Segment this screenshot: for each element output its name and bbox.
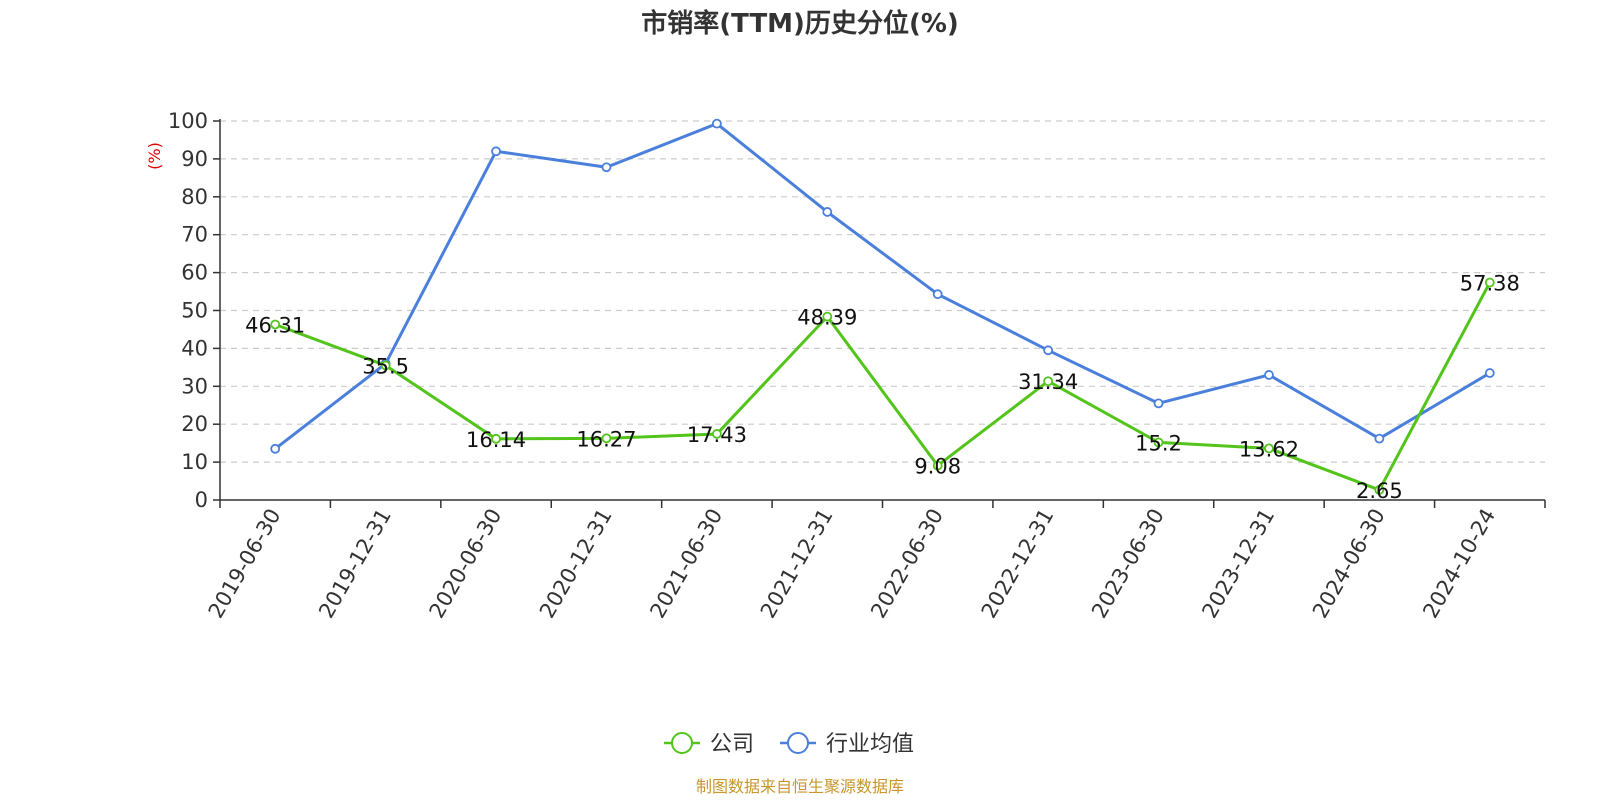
series-1-point[interactable]	[491, 146, 501, 157]
series-0-point[interactable]	[270, 319, 281, 330]
x-tick-label: 2022-06-30	[866, 505, 948, 623]
x-tick-label: 2019-06-30	[204, 505, 286, 623]
x-tick-label: 2023-06-30	[1087, 505, 1169, 623]
series-0-point[interactable]	[1153, 437, 1164, 448]
data-label: 31.34	[1018, 370, 1078, 394]
series-1-point[interactable]	[1374, 433, 1385, 444]
series-1-point[interactable]	[270, 443, 281, 454]
data-label: 16.27	[576, 427, 636, 451]
x-tick-label: 2021-06-30	[645, 505, 727, 623]
series-0-point[interactable]	[822, 311, 833, 322]
data-label: 57.38	[1460, 272, 1520, 296]
chart-title: 市销率(TTM)历史分位(%)	[641, 8, 959, 39]
source-note: 制图数据来自恒生聚源数据库	[696, 777, 904, 796]
series-1-point[interactable]	[822, 207, 833, 217]
data-label: 48.39	[797, 306, 857, 330]
y-tick-label: 90	[181, 147, 208, 171]
y-tick-label: 20	[181, 412, 208, 436]
data-label: 9.08	[914, 455, 961, 479]
legend-label: 行业均值	[826, 732, 914, 757]
x-tick-label: 2024-06-30	[1308, 505, 1390, 623]
series-line-1	[274, 122, 1491, 451]
series-0-point[interactable]	[1374, 485, 1385, 495]
x-tick-label: 2021-12-31	[756, 505, 838, 623]
x-tick-label: 2020-06-30	[425, 505, 507, 623]
x-tick-label: 2024-10-24	[1418, 505, 1500, 623]
series-0-point[interactable]	[711, 429, 722, 439]
legend-item-0[interactable]: 公司	[664, 732, 754, 757]
data-labels: 46.31 35.5 16.14 16.27 17.43 48.39 9.08 31.34 15…	[245, 272, 1520, 503]
grid	[220, 120, 1545, 463]
legend-marker-0	[671, 732, 693, 754]
series-0-point[interactable]	[1043, 376, 1054, 387]
y-tick-label: 60	[181, 261, 208, 285]
y-tick-label: 40	[181, 336, 208, 360]
series-1-point[interactable]	[1484, 368, 1495, 378]
legend-item-1[interactable]: 行业均值	[780, 732, 914, 757]
data-label: 35.5	[362, 354, 409, 378]
x-tick-label: 2019-12-31	[314, 505, 396, 623]
series-1-point[interactable]	[1153, 398, 1164, 409]
legend-label: 公司	[710, 732, 754, 757]
x-tick-label: 2022-12-31	[977, 505, 1059, 623]
series-0-point[interactable]	[1484, 277, 1495, 288]
y-tick-label: 0	[195, 488, 208, 512]
data-label: 46.31	[245, 313, 305, 337]
series	[270, 118, 1495, 495]
series-0-point[interactable]	[380, 360, 391, 371]
data-label: 15.2	[1135, 431, 1182, 455]
data-label: 2.65	[1356, 479, 1403, 503]
legend[interactable]: 公司 行业均值	[664, 732, 914, 757]
y-tick-label: 100	[168, 109, 208, 133]
y-tick-label: 50	[181, 299, 208, 323]
series-1-point[interactable]	[601, 162, 612, 173]
y-tick-label: 30	[181, 374, 208, 398]
y-axis-label: (%)	[145, 142, 164, 170]
y-tick-label: 70	[181, 223, 208, 247]
x-tick-label: 2023-12-31	[1197, 505, 1279, 623]
data-label: 17.43	[687, 423, 747, 447]
series-1-point[interactable]	[1264, 370, 1274, 380]
series-1-point[interactable]	[711, 118, 722, 129]
x-tick-label: 2020-12-31	[535, 505, 617, 623]
series-1-point[interactable]	[1043, 345, 1054, 356]
data-label: 13.62	[1239, 437, 1299, 461]
series-0-point[interactable]	[1264, 443, 1274, 454]
data-label: 16.14	[466, 428, 526, 452]
series-0-point[interactable]	[932, 460, 943, 471]
series-line-0	[274, 281, 1492, 492]
series-0-point[interactable]	[491, 433, 501, 444]
y-tick-label: 80	[181, 185, 208, 209]
series-1-point[interactable]	[932, 289, 943, 300]
y-tick-label: 10	[181, 450, 208, 474]
legend-marker-1	[787, 732, 809, 754]
series-0-point[interactable]	[601, 433, 612, 444]
